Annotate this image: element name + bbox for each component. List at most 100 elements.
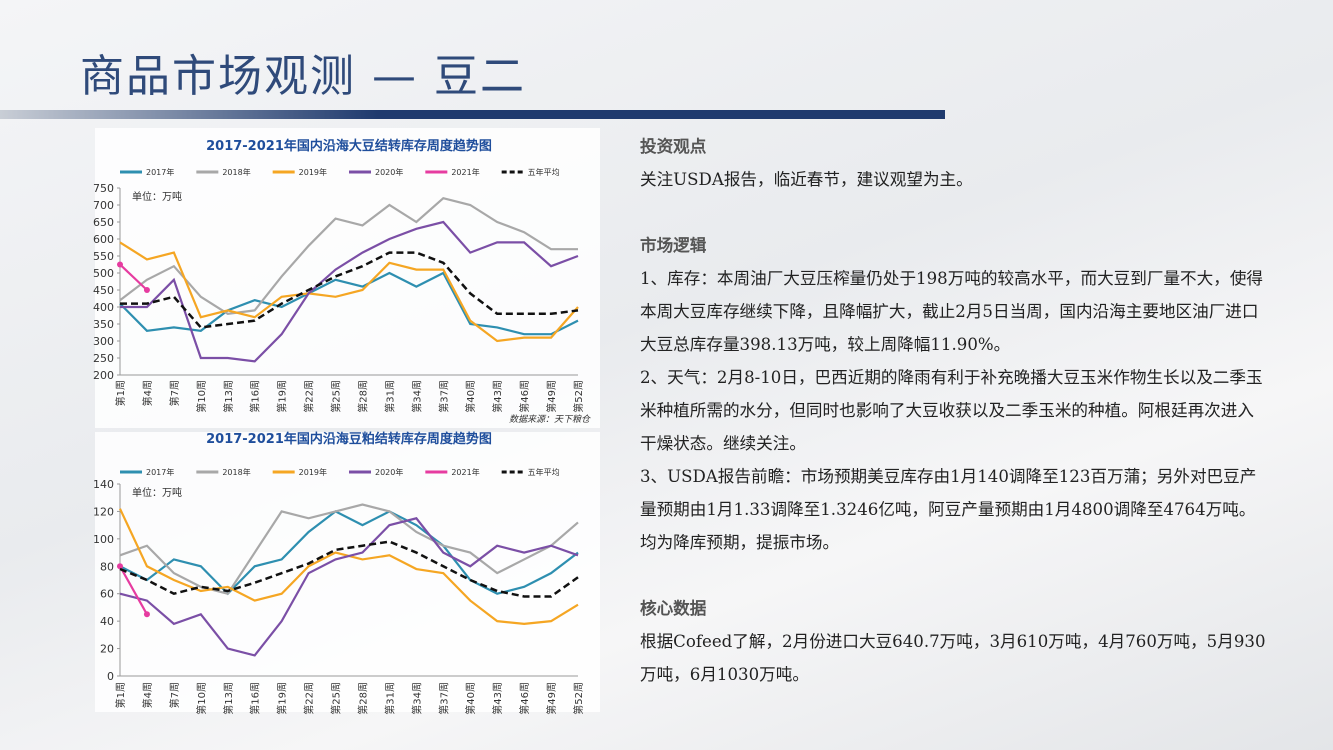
series-line	[119, 271, 579, 336]
y-tick-label: 20	[100, 643, 114, 656]
legend-label: 2018年	[222, 167, 250, 177]
text-panel: 投资观点关注USDA报告，临近春节，建议观望为主。 市场逻辑 1、库存：本周油厂大豆…	[640, 130, 1270, 724]
y-tick-label: 200	[93, 369, 114, 382]
title-bar	[0, 110, 945, 119]
x-tick-label: 第25周	[330, 380, 343, 413]
legend-label: 2021年	[451, 167, 479, 177]
section: 市场逻辑 1、库存：本周油厂大豆压榨量仍处于198万吨的较高水平，而大豆到厂量不大…	[640, 229, 1270, 559]
y-tick-label: 650	[93, 216, 114, 229]
chart-title: 2017-2021年国内沿海大豆结转库存周度趋势图	[206, 138, 492, 154]
x-tick-label: 第1周	[114, 682, 127, 708]
y-tick-label: 450	[93, 284, 114, 297]
legend-label: 五年平均	[528, 167, 560, 177]
x-tick-label: 第4周	[141, 380, 154, 406]
legend-label: 2019年	[299, 467, 327, 477]
paragraph: 根据Cofeed了解，2月份进口大豆640.7万吨，3月610万吨，4月760万…	[640, 632, 1266, 684]
x-tick-label: 第13周	[222, 682, 235, 715]
x-tick-label: 第34周	[410, 682, 423, 715]
section-heading: 市场逻辑	[640, 235, 707, 255]
x-tick-label: 第49周	[545, 682, 558, 715]
legend-label: 2017年	[146, 167, 174, 177]
y-tick-label: 40	[100, 615, 114, 628]
series-point	[143, 611, 150, 618]
y-tick-label: 700	[93, 199, 114, 212]
x-tick-label: 第19周	[276, 682, 289, 715]
x-tick-label: 第43周	[491, 380, 504, 413]
source-label: 数据来源：天下粮仓	[509, 414, 591, 425]
x-tick-label: 第13周	[222, 380, 235, 413]
y-tick-label: 120	[93, 505, 114, 518]
series-line	[119, 263, 148, 291]
legend-label: 2021年	[451, 467, 479, 477]
section-heading: 核心数据	[640, 598, 707, 618]
x-tick-label: 第10周	[195, 380, 208, 413]
series-point	[117, 261, 123, 268]
x-tick-label: 第16周	[249, 682, 262, 715]
y-tick-label: 300	[93, 335, 114, 348]
series-line	[119, 503, 579, 595]
y-tick-label: 60	[100, 588, 114, 601]
x-tick-label: 第49周	[545, 380, 558, 413]
y-tick-label: 140	[93, 478, 114, 491]
y-tick-label: 350	[93, 318, 114, 331]
x-tick-label: 第28周	[356, 380, 369, 413]
series-line	[120, 251, 579, 329]
legend-label: 2018年	[222, 467, 250, 477]
x-tick-label: 第7周	[168, 682, 181, 708]
legend-label: 五年平均	[528, 467, 560, 477]
x-tick-label: 第10周	[195, 682, 208, 715]
y-tick-label: 0	[107, 670, 114, 683]
series-line	[120, 220, 579, 363]
x-tick-label: 第28周	[356, 682, 369, 715]
x-tick-label: 第1周	[114, 380, 127, 406]
x-tick-label: 第43周	[491, 682, 504, 715]
x-tick-label: 第7周	[168, 380, 181, 406]
y-tick-label: 400	[93, 301, 114, 314]
x-tick-label: 第4周	[141, 682, 154, 708]
x-tick-label: 第37周	[437, 380, 450, 413]
unit-label: 单位：万吨	[132, 190, 182, 203]
chart-bg	[95, 128, 600, 428]
x-tick-label: 第40周	[464, 380, 477, 413]
x-tick-label: 第34周	[410, 380, 423, 413]
x-tick-label: 第19周	[276, 380, 289, 413]
y-tick-label: 100	[93, 533, 114, 546]
paragraph: 3、USDA报告前瞻：市场预期美豆库存由1月140调降至123百万蒲；另外对巴豆…	[640, 467, 1257, 552]
chart-bg	[95, 432, 600, 712]
charts: 2017-2021年国内沿海大豆结转库存周度趋势图单位：万吨数据来源：天下粮仓2…	[93, 128, 600, 715]
series-line	[119, 540, 579, 598]
paragraph: 1、库存：本周油厂大豆压榨量仍处于198万吨的较高水平，而大豆到厂量不大，使得本…	[640, 269, 1264, 354]
legend-label: 2019年	[299, 167, 327, 177]
x-tick-label: 第46周	[518, 380, 531, 413]
x-tick-label: 第31周	[383, 380, 396, 413]
series-line	[119, 196, 578, 315]
series-line	[119, 517, 579, 657]
series-line	[119, 565, 148, 615]
legend-label: 2020年	[375, 167, 403, 177]
section-heading: 投资观点	[640, 136, 707, 156]
slide-title: 商品市场观测 — 豆二	[80, 51, 526, 102]
x-tick-label: 第22周	[303, 682, 316, 715]
x-tick-label: 第37周	[437, 682, 450, 715]
series-point	[143, 287, 150, 293]
x-tick-label: 第46周	[518, 682, 531, 715]
y-tick-label: 500	[93, 267, 114, 280]
paragraph: 关注USDA报告，临近春节，建议观望为主。	[640, 170, 973, 189]
y-tick-label: 80	[100, 560, 114, 573]
legend-label: 2020年	[375, 467, 403, 477]
section: 投资观点关注USDA报告，临近春节，建议观望为主。	[640, 130, 1270, 196]
legend-label: 2017年	[146, 467, 174, 477]
chart-title: 2017-2021年国内沿海豆粕结转库存周度趋势图	[206, 431, 492, 447]
y-tick-label: 600	[93, 233, 114, 246]
y-tick-label: 250	[93, 352, 114, 365]
y-tick-label: 750	[93, 182, 114, 195]
series-point	[117, 563, 123, 570]
y-tick-label: 550	[93, 250, 114, 263]
x-tick-label: 第25周	[330, 682, 343, 715]
paragraph: 2、天气：2月8-10日，巴西近期的降雨有利于补充晚播大豆玉米作物生长以及二季玉…	[640, 368, 1263, 453]
unit-label: 单位：万吨	[132, 486, 182, 499]
x-tick-label: 第52周	[572, 682, 585, 715]
x-tick-label: 第22周	[303, 380, 316, 413]
x-tick-label: 第31周	[383, 682, 396, 715]
